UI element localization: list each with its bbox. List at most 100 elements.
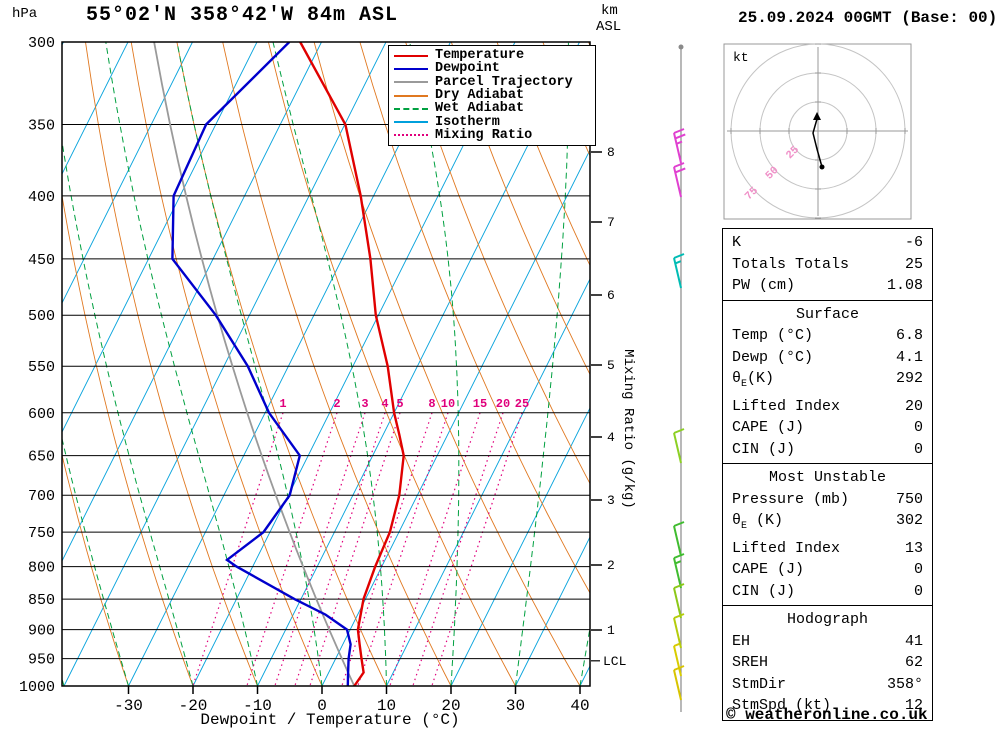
table-row-value: 4.1 [895, 348, 923, 366]
table-row: θE(K) 292 [732, 368, 923, 396]
legend-item-label: Isotherm [435, 114, 500, 130]
wind-barb [673, 128, 686, 164]
svg-text:40: 40 [570, 697, 589, 715]
mixing-ratio-axis-label: Mixing Ratio (g/kg) [620, 349, 636, 509]
table-row-value: 0 [913, 561, 923, 578]
table-row-value: 1.08 [886, 277, 923, 294]
table-row-label: CIN (J) [732, 582, 796, 600]
table-row: CAPE (J) 0 [732, 417, 923, 439]
svg-text:450: 450 [28, 252, 55, 269]
svg-text:2: 2 [333, 397, 340, 411]
wind-barb [673, 583, 685, 619]
svg-text:10: 10 [377, 697, 396, 715]
svg-text:7: 7 [607, 215, 615, 230]
legend-item: Wet Adiabat [394, 101, 590, 116]
svg-text:10: 10 [441, 397, 455, 411]
table-row-value: 20 [904, 397, 923, 415]
table-row-value: -6 [904, 234, 923, 251]
table-row-value: 292 [895, 370, 923, 387]
table-row-value: 41 [904, 632, 923, 650]
table-row-value: 0 [913, 582, 923, 600]
svg-text:2: 2 [607, 558, 615, 573]
table-row-value: 13 [904, 539, 923, 557]
table-row-value: 302 [895, 512, 923, 529]
lcl-label: LCL [603, 654, 626, 669]
indices-table-section: K -6 Totals Totals 25 PW (cm) 1.08 [723, 229, 932, 301]
pressure-tick-labels: 300 350 400 450 500 550 600 650 700 750 800 850 900 9… [19, 35, 55, 696]
table-row: θE (K) 302 [732, 510, 923, 538]
svg-text:500: 500 [28, 308, 55, 325]
svg-text:850: 850 [28, 592, 55, 609]
svg-text:1000: 1000 [19, 679, 55, 696]
table-row-label: θE (K) [732, 512, 784, 532]
table-row-label: EH [732, 632, 751, 650]
km-scale: 8 7 6 5 4 3 2 1 [591, 145, 615, 638]
table-row: Totals Totals 25 [732, 254, 923, 276]
svg-text:800: 800 [28, 560, 55, 577]
legend-item: Temperature [394, 48, 590, 63]
table-section-heading: Most Unstable [768, 469, 887, 486]
table-row: StmSpd (kt) 12 [732, 695, 923, 717]
svg-text:400: 400 [28, 189, 55, 206]
table-row-label: K [732, 234, 742, 251]
table-row: Lifted Index 13 [732, 538, 923, 560]
table-row-label: θE(K) [732, 370, 775, 390]
legend-item: Isotherm [394, 114, 590, 130]
svg-text:-10: -10 [243, 697, 272, 715]
parcel-trajectory-curve [153, 42, 356, 686]
x-axis-label: Dewpoint / Temperature (°C) [200, 711, 460, 729]
svg-text:30: 30 [506, 697, 525, 715]
wind-barb [673, 642, 682, 677]
svg-text:25: 25 [515, 397, 529, 411]
table-row-value: 0 [913, 419, 923, 436]
legend-line-sample [394, 54, 428, 57]
dewpoint-curve [171, 42, 352, 686]
km-unit-label: km [601, 3, 618, 19]
svg-text:350: 350 [28, 117, 55, 134]
table-row: PW (cm) 1.08 [732, 275, 923, 297]
table-section-heading: Surface [795, 305, 859, 323]
hodograph-trace [812, 118, 823, 168]
svg-text:900: 900 [28, 623, 55, 640]
table-row: CAPE (J) 0 [732, 559, 923, 581]
table-row: K -6 [732, 232, 923, 254]
table-section-heading: Hodograph [786, 611, 868, 628]
legend-item: Parcel Trajectory [394, 75, 590, 90]
plot-area [62, 42, 590, 686]
svg-text:3: 3 [607, 493, 615, 508]
table-row: Temp (°C) 6.8 [732, 325, 923, 347]
indices-table-section: Hodograph EH 41 SREH 62 StmDir 358° StmSpd (kt)… [723, 606, 932, 720]
isotherm-lines [62, 42, 590, 686]
table-row-value: 12 [904, 697, 923, 714]
table-row-value: 358° [886, 675, 923, 693]
legend-item-label: Mixing Ratio [435, 127, 533, 143]
table-row: Lifted Index 20 [732, 396, 923, 418]
svg-text:8: 8 [428, 397, 435, 411]
table-row-label: CAPE (J) [732, 419, 805, 436]
table-row-value: 750 [895, 490, 923, 508]
svg-text:550: 550 [28, 359, 55, 376]
svg-text:8: 8 [607, 145, 615, 160]
table-row: CIN (J) 0 [732, 439, 923, 461]
wind-barb [673, 253, 685, 289]
svg-text:700: 700 [28, 488, 55, 505]
svg-text:15: 15 [473, 397, 487, 411]
svg-text:750: 750 [28, 525, 55, 542]
legend-item: Dewpoint [394, 61, 590, 76]
legend-line-sample [394, 94, 428, 97]
table-row: EH 41 [732, 631, 923, 653]
table-row: CIN (J) 0 [732, 581, 923, 603]
table-row: SREH 62 [732, 652, 923, 674]
pressure-unit-label: hPa [12, 6, 38, 22]
legend-item: Dry Adiabat [394, 88, 590, 103]
table-row-label: CAPE (J) [732, 561, 805, 578]
wind-barb [673, 162, 686, 198]
chart-legend: Temperature Dewpoint Parcel Trajectory Dry … [388, 45, 596, 147]
svg-text:950: 950 [28, 652, 55, 669]
wind-profile [673, 44, 686, 712]
wind-barb [673, 428, 685, 464]
legend-line-sample [394, 67, 428, 70]
hodograph-arrow [813, 112, 821, 120]
